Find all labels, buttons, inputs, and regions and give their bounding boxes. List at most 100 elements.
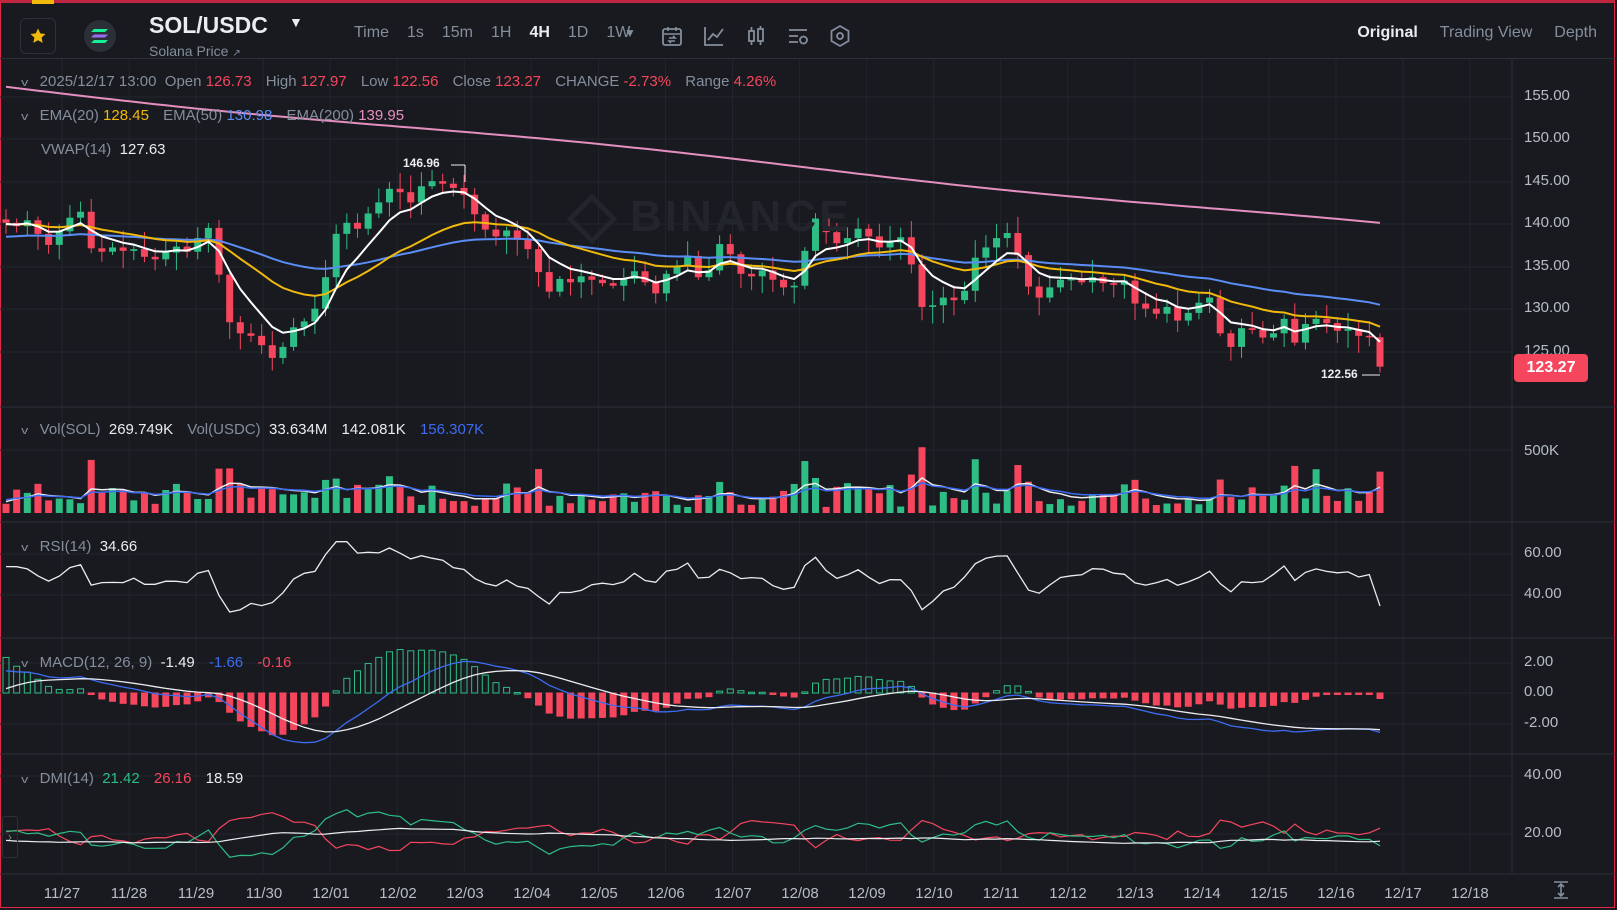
interval-15m[interactable]: 15m [441, 24, 473, 41]
collapse-chevron-icon[interactable]: v [21, 425, 29, 437]
volume-bar [1163, 503, 1171, 513]
macd-dea-value: -1.66 [208, 654, 244, 671]
candle [769, 270, 777, 280]
interval-time[interactable]: Time [354, 24, 389, 41]
interval-1s[interactable]: 1s [406, 24, 424, 41]
date-axis-label: 11/28 [110, 885, 148, 902]
interval-1w[interactable]: 1W [606, 24, 631, 41]
collapse-chevron-icon[interactable]: v [21, 111, 29, 123]
volume-bar [1184, 499, 1192, 513]
macd-histogram-bar [662, 692, 670, 708]
rsi-line [5, 541, 1381, 613]
watermark: BINANCE [566, 192, 851, 245]
volume-bar [247, 497, 255, 513]
macd-histogram-bar [98, 692, 106, 700]
volume-bar [609, 494, 617, 513]
candle [843, 238, 851, 244]
candle [140, 249, 148, 257]
candle [77, 211, 85, 218]
price-subtitle-link[interactable]: Solana Price ↗ [149, 43, 241, 59]
external-link-icon: ↗ [232, 48, 241, 59]
candle [1014, 233, 1022, 256]
view-depth[interactable]: Depth [1554, 24, 1597, 41]
macd-histogram-bar [598, 692, 606, 718]
candle [311, 308, 319, 322]
candle [343, 222, 351, 234]
candle [630, 271, 638, 279]
open-value: 126.73 [205, 73, 252, 90]
vwap-value: 127.63 [119, 141, 166, 158]
view-trading-view[interactable]: Trading View [1439, 24, 1533, 41]
volume-bar [439, 498, 447, 513]
volume-bar [87, 459, 95, 513]
more-intervals-icon[interactable]: ▼ [624, 26, 636, 40]
view-original[interactable]: Original [1357, 24, 1418, 41]
high-label: High [265, 73, 297, 90]
volume-bar [183, 492, 191, 513]
pair-title[interactable]: SOL/USDC [149, 12, 268, 38]
candle [811, 218, 819, 251]
macd-histogram-bar [1014, 685, 1022, 694]
volume-bar [364, 488, 372, 513]
candle [684, 255, 692, 267]
volume-bar [449, 501, 457, 513]
volume-bar [290, 494, 298, 513]
chart-settings-icon[interactable] [786, 24, 810, 48]
macd-histogram-bar [993, 690, 1001, 694]
macd-histogram-bar [1323, 692, 1331, 695]
ema20-value: 128.45 [103, 107, 149, 124]
candle [151, 256, 159, 260]
volume-bar [1142, 498, 1150, 513]
active-tab-indicator [32, 0, 54, 4]
macd-histogram-bar [982, 692, 990, 698]
candle [535, 249, 543, 273]
candle [130, 249, 138, 251]
volume-bar [758, 499, 766, 513]
pair-dropdown-icon[interactable]: ▼ [289, 14, 303, 30]
volume-bar [1088, 495, 1096, 513]
macd-histogram-bar [545, 692, 553, 714]
volume-bar [1152, 505, 1160, 513]
volume-bar [268, 489, 276, 513]
volume-bar [961, 499, 969, 513]
interval-1d[interactable]: 1D [567, 24, 589, 41]
ema50-label: EMA(50) [163, 107, 223, 124]
macd-histogram-bar [1333, 692, 1341, 695]
volume-bar [1099, 494, 1107, 513]
calendar-icon[interactable] [660, 24, 684, 48]
candle [545, 272, 553, 292]
volume-bar [652, 491, 660, 513]
candle [567, 278, 575, 283]
interval-4h[interactable]: 4H [529, 24, 550, 41]
resize-scale-icon[interactable] [1552, 880, 1570, 900]
macd-histogram-bar [34, 678, 42, 694]
interval-1h[interactable]: 1H [491, 24, 512, 41]
candle [385, 188, 393, 203]
candle-style-icon[interactable] [744, 24, 768, 48]
candle [258, 335, 266, 346]
collapse-chevron-icon[interactable]: v [21, 542, 29, 554]
favorite-button[interactable] [20, 18, 56, 54]
volume-bar [598, 501, 606, 513]
macd-histogram-bar [801, 691, 809, 694]
collapse-chevron-icon[interactable]: v [21, 77, 29, 89]
macd-histogram-bar [1142, 692, 1150, 704]
candle [194, 238, 202, 252]
volume-bar [77, 503, 85, 513]
macd-histogram-bar [353, 670, 361, 694]
candle [492, 229, 500, 237]
candle [471, 194, 479, 215]
macd-histogram-bar [343, 677, 351, 694]
macd-histogram-bar [258, 692, 266, 732]
indicator-chart-icon[interactable] [702, 24, 726, 48]
candle [1142, 303, 1150, 309]
hexagon-settings-icon[interactable] [828, 24, 852, 48]
volume-bar [673, 504, 681, 513]
candle [290, 327, 298, 347]
volume-bar [428, 485, 436, 513]
collapse-chevron-icon[interactable]: v [21, 658, 29, 670]
side-panel-toggle[interactable]: › [2, 816, 18, 858]
volume-bar [524, 492, 532, 513]
collapse-chevron-icon[interactable]: v [21, 774, 29, 786]
